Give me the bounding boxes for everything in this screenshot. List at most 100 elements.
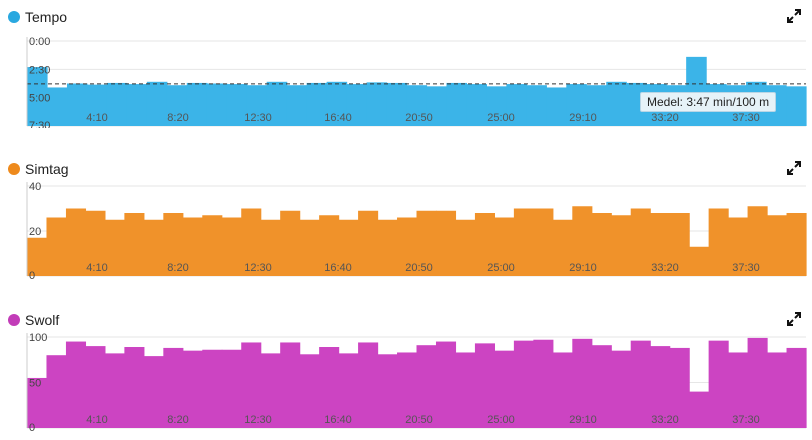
bar bbox=[319, 347, 340, 428]
x-tick-label: 33:20 bbox=[651, 414, 679, 426]
bar bbox=[143, 356, 164, 428]
y-tick-label: 100 bbox=[29, 332, 47, 344]
tempo-panel: Tempo 0:00 2:30 5:00 7:30 4:10 8:20 12:30 16:40… bbox=[0, 8, 812, 128]
bar bbox=[280, 210, 301, 276]
bar bbox=[669, 347, 690, 428]
bar bbox=[280, 342, 301, 428]
swolf-panel: Swolf 100 50 0 4:10 8:20 12:30 16:40 20:50 25:00… bbox=[0, 311, 812, 435]
bar bbox=[611, 350, 632, 428]
expand-icon[interactable] bbox=[786, 160, 802, 176]
x-tick-label: 4:10 bbox=[86, 262, 107, 274]
bar bbox=[146, 81, 168, 126]
x-tick-label: 8:20 bbox=[167, 112, 188, 124]
bar bbox=[786, 213, 807, 276]
x-tick-label: 8:20 bbox=[167, 262, 188, 274]
swolf-chart: 100 50 0 4:10 8:20 12:30 16:40 20:50 25:00 29:10 3… bbox=[26, 332, 807, 434]
bar bbox=[689, 391, 710, 428]
bar bbox=[206, 83, 228, 126]
x-tick-label: 8:20 bbox=[167, 414, 188, 426]
bar bbox=[338, 219, 359, 276]
y-tick-label: 7:30 bbox=[29, 120, 50, 128]
bar bbox=[241, 208, 262, 276]
x-tick-label: 29:10 bbox=[569, 414, 597, 426]
swolf-legend-dot bbox=[8, 314, 20, 326]
bar bbox=[506, 84, 527, 126]
bar bbox=[513, 340, 534, 428]
bar bbox=[606, 81, 627, 126]
bar bbox=[513, 208, 534, 276]
bar bbox=[474, 213, 495, 276]
bar bbox=[728, 352, 749, 428]
simtag-legend[interactable]: Simtag bbox=[8, 160, 69, 178]
bar bbox=[630, 208, 651, 276]
tempo-average-tooltip: Medel: 3:47 min/100 m bbox=[640, 92, 777, 112]
bar bbox=[202, 349, 223, 428]
x-tick-label: 29:10 bbox=[569, 262, 597, 274]
simtag-chart: 40 20 0 4:10 8:20 12:30 16:40 20:50 25:00 29:10 33… bbox=[26, 181, 807, 282]
x-tick-label: 33:20 bbox=[651, 112, 679, 124]
bar bbox=[533, 208, 554, 276]
bar bbox=[346, 84, 368, 126]
bar bbox=[435, 341, 457, 428]
expand-icon[interactable] bbox=[786, 311, 802, 327]
bar bbox=[552, 352, 573, 428]
x-tick-label: 20:50 bbox=[405, 112, 433, 124]
bar bbox=[728, 217, 749, 276]
bar bbox=[46, 355, 67, 428]
bar bbox=[397, 352, 418, 428]
bar bbox=[708, 340, 729, 428]
bar bbox=[143, 219, 164, 276]
x-tick-label: 20:50 bbox=[405, 414, 433, 426]
bar bbox=[446, 82, 468, 126]
bar bbox=[65, 341, 87, 428]
bar bbox=[466, 84, 488, 126]
bar bbox=[163, 347, 184, 428]
bar bbox=[486, 86, 507, 126]
simtag-legend-dot bbox=[8, 163, 20, 175]
bar bbox=[586, 85, 607, 126]
bar bbox=[474, 343, 495, 428]
bar bbox=[533, 339, 554, 428]
bar bbox=[326, 81, 348, 126]
bar bbox=[455, 352, 476, 428]
x-tick-label: 25:00 bbox=[487, 112, 515, 124]
bar bbox=[747, 337, 768, 428]
bar bbox=[366, 82, 388, 126]
expand-icon[interactable] bbox=[786, 8, 802, 24]
bar bbox=[416, 210, 437, 276]
bar bbox=[104, 353, 125, 428]
bar bbox=[126, 84, 148, 126]
tempo-legend[interactable]: Tempo bbox=[8, 8, 67, 26]
x-tick-label: 4:10 bbox=[86, 414, 107, 426]
x-tick-label: 16:40 bbox=[324, 414, 352, 426]
bar bbox=[299, 219, 320, 276]
y-tick-label: 0 bbox=[29, 270, 35, 282]
bar bbox=[166, 85, 188, 126]
bar bbox=[552, 219, 573, 276]
bar bbox=[104, 219, 125, 276]
swolf-legend-label: Swolf bbox=[25, 312, 60, 328]
x-tick-label: 33:20 bbox=[651, 262, 679, 274]
bar bbox=[241, 342, 262, 428]
y-tick-label: 2:30 bbox=[29, 64, 50, 76]
x-tick-label: 16:40 bbox=[324, 112, 352, 124]
bar bbox=[747, 206, 768, 276]
y-tick-label: 40 bbox=[29, 181, 41, 193]
bar bbox=[182, 217, 203, 276]
bar bbox=[182, 350, 203, 428]
swolf-legend[interactable]: Swolf bbox=[8, 311, 59, 329]
bar bbox=[221, 217, 242, 276]
bar bbox=[377, 354, 398, 428]
bar bbox=[786, 86, 807, 126]
y-tick-label: 50 bbox=[29, 378, 41, 390]
bar bbox=[66, 83, 88, 126]
bar bbox=[591, 213, 612, 276]
bar bbox=[591, 345, 612, 428]
bar bbox=[186, 82, 208, 126]
x-tick-label: 12:30 bbox=[244, 262, 272, 274]
bar bbox=[397, 217, 418, 276]
bar bbox=[221, 349, 242, 428]
bar bbox=[406, 85, 428, 126]
bar bbox=[494, 217, 515, 276]
bar bbox=[46, 87, 68, 126]
